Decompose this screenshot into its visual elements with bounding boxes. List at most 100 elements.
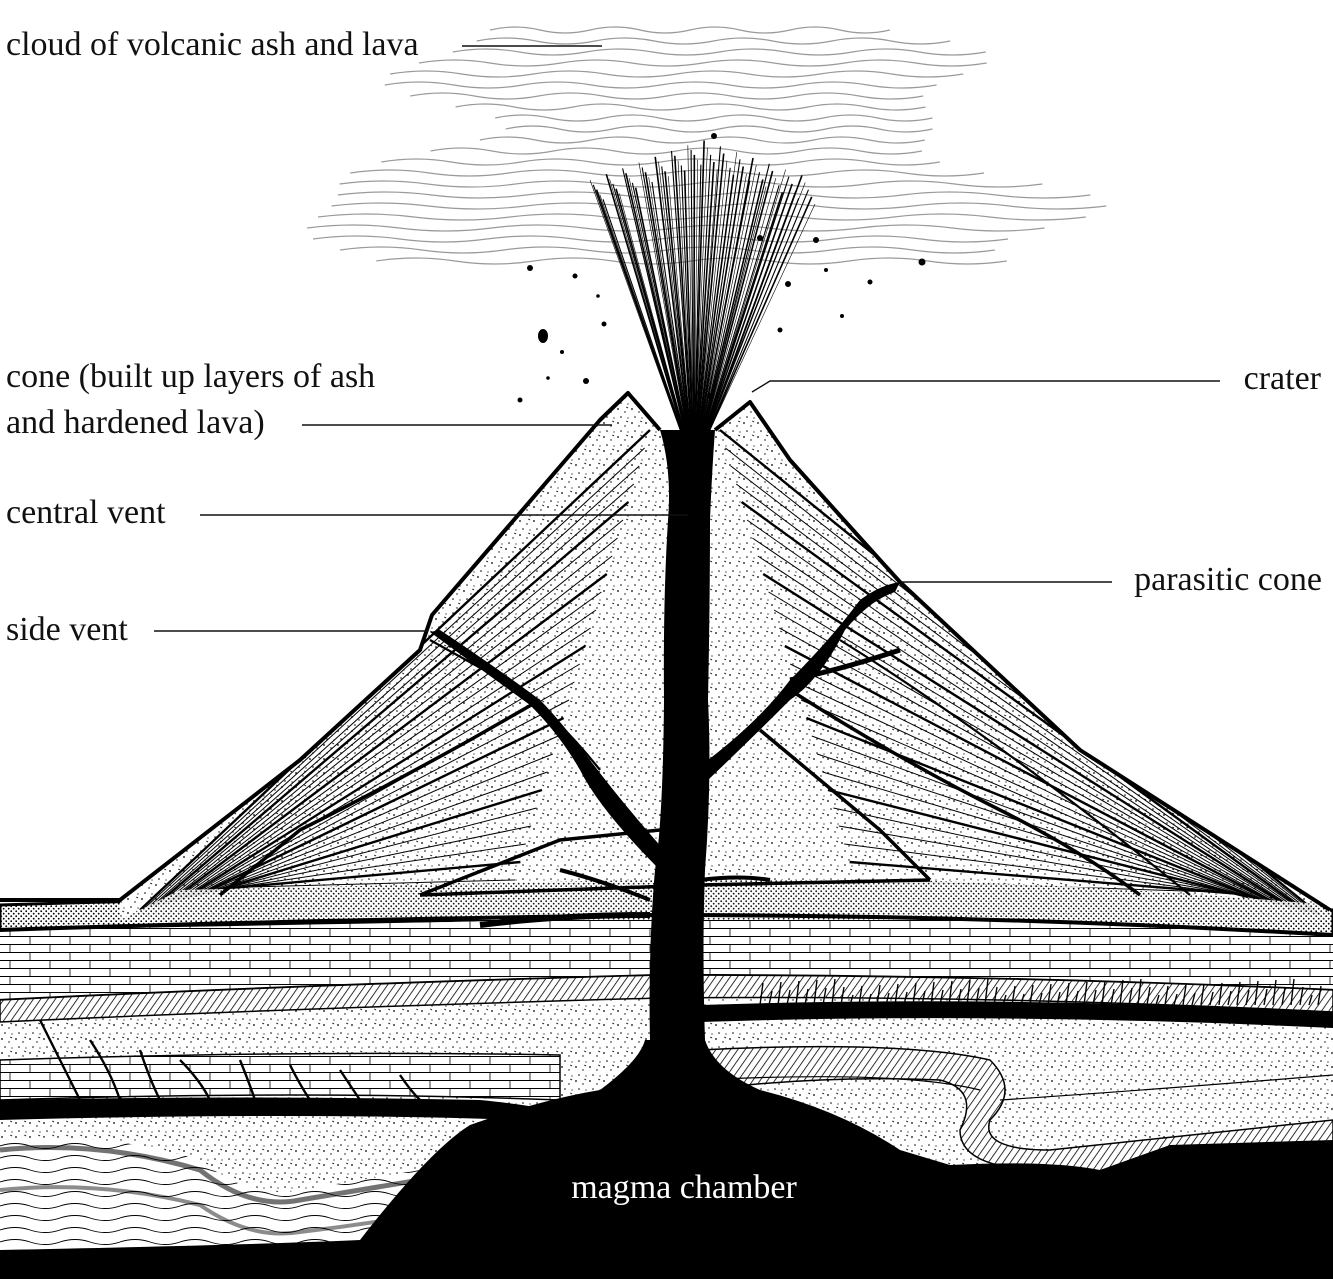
column-ray [599, 194, 682, 431]
column-ray [695, 162, 715, 431]
cone-stratum-right [746, 519, 1303, 911]
column-ray [695, 154, 712, 431]
crust-tick [1245, 989, 1250, 1006]
crust-tick [1083, 981, 1088, 1006]
cloud-line [350, 169, 985, 177]
column-ray [670, 150, 692, 431]
column-ray [701, 165, 757, 431]
column-ray [708, 196, 813, 431]
crust-tick [1065, 982, 1070, 1006]
column-ray [699, 166, 745, 431]
crust-tick [759, 982, 764, 1006]
crust-tick [1074, 990, 1079, 1006]
crust-tick [858, 985, 863, 1006]
column-ray [619, 193, 685, 431]
magma-chamber [0, 1040, 1333, 1279]
column-ray [707, 175, 803, 431]
column-ray [605, 173, 683, 431]
crust-tick [1218, 982, 1223, 1006]
crust-tick [1191, 992, 1196, 1006]
cloud-line [384, 81, 937, 89]
column-ray [697, 160, 728, 431]
crust-tick [1155, 994, 1160, 1006]
column-ray [699, 159, 741, 431]
column-ray [661, 166, 691, 431]
cloud-line [381, 158, 940, 166]
crust-tick [1128, 987, 1133, 1006]
crust-tick [1281, 987, 1286, 1006]
eruption-column [589, 140, 816, 431]
crust-tick [1272, 979, 1277, 1006]
crust-tick [1101, 980, 1106, 1006]
cone-stratum-left [161, 537, 618, 905]
cone-stratum-left [211, 788, 543, 894]
cone-stratum-left [200, 735, 559, 896]
cone-stratum-right [784, 644, 1278, 906]
column-ray [706, 183, 793, 431]
cloud-line [505, 125, 933, 133]
crust-tick [1056, 991, 1061, 1006]
crust-tick [1020, 993, 1025, 1006]
cone-stratum-right [817, 753, 1256, 900]
cone-stratum-right [800, 699, 1267, 902]
cone-stratum-left [172, 591, 602, 903]
cone-stratum-left [222, 843, 526, 890]
column-ray [667, 176, 691, 431]
column-ray [696, 146, 721, 431]
cloud-line [452, 48, 986, 56]
crust-tick [1290, 978, 1295, 1006]
column-ray [680, 165, 693, 431]
column-ray [699, 152, 738, 431]
cone-stratum-left [226, 860, 521, 890]
crust-tick [1119, 979, 1124, 1006]
cone-stratum-right [757, 555, 1296, 910]
column-ray [704, 185, 780, 431]
central-vent [0, 430, 1333, 1279]
cone-stratum-right [811, 735, 1259, 901]
cone-stratum-left [157, 519, 624, 906]
crust-tick [939, 989, 944, 1006]
cone-stratum-right [789, 663, 1274, 904]
cloud-line [418, 59, 987, 67]
column-ray [625, 173, 686, 431]
column-ray [705, 169, 786, 431]
cone-stratum-right [768, 591, 1288, 908]
cloud-line [489, 26, 891, 34]
crust-tick [984, 978, 989, 1006]
crust-tick [1173, 993, 1178, 1006]
cone-stratum-right [822, 771, 1252, 899]
crust-tick [894, 983, 899, 1006]
column-ray [700, 173, 747, 431]
crust-tick [1209, 991, 1214, 1006]
column-ray [638, 162, 687, 431]
column-ray [709, 203, 816, 431]
cone-stratum-right [849, 860, 1234, 895]
column-ray [700, 157, 754, 431]
cone-stratum-left [208, 771, 548, 894]
crust-tick [1317, 985, 1322, 1006]
column-ray [648, 177, 689, 431]
column-ray [703, 170, 774, 431]
crust-tick [1029, 984, 1034, 1006]
crust-tick [1299, 986, 1304, 1006]
label-parasitic-cone: parasitic cone [1134, 561, 1322, 598]
cloud-line [455, 103, 926, 111]
crust-tick [849, 994, 854, 1006]
cone-stratum-left [168, 573, 608, 904]
cone-stratum-left [150, 483, 635, 908]
crust-tick [768, 990, 773, 1006]
cone-stratum-right [740, 501, 1307, 913]
column-ray [654, 156, 690, 431]
crust-tick [804, 988, 809, 1006]
label-crater: crater [1244, 360, 1322, 397]
crust-tick [1254, 980, 1259, 1006]
crust-tick [813, 979, 818, 1006]
column-ray [628, 178, 686, 431]
column-ray [698, 167, 731, 431]
crust-tick [840, 986, 845, 1006]
label-central-vent: central vent [6, 494, 166, 531]
cone-stratum-right [827, 788, 1249, 899]
column-ray [609, 178, 683, 431]
leader-crater [751, 380, 1220, 393]
